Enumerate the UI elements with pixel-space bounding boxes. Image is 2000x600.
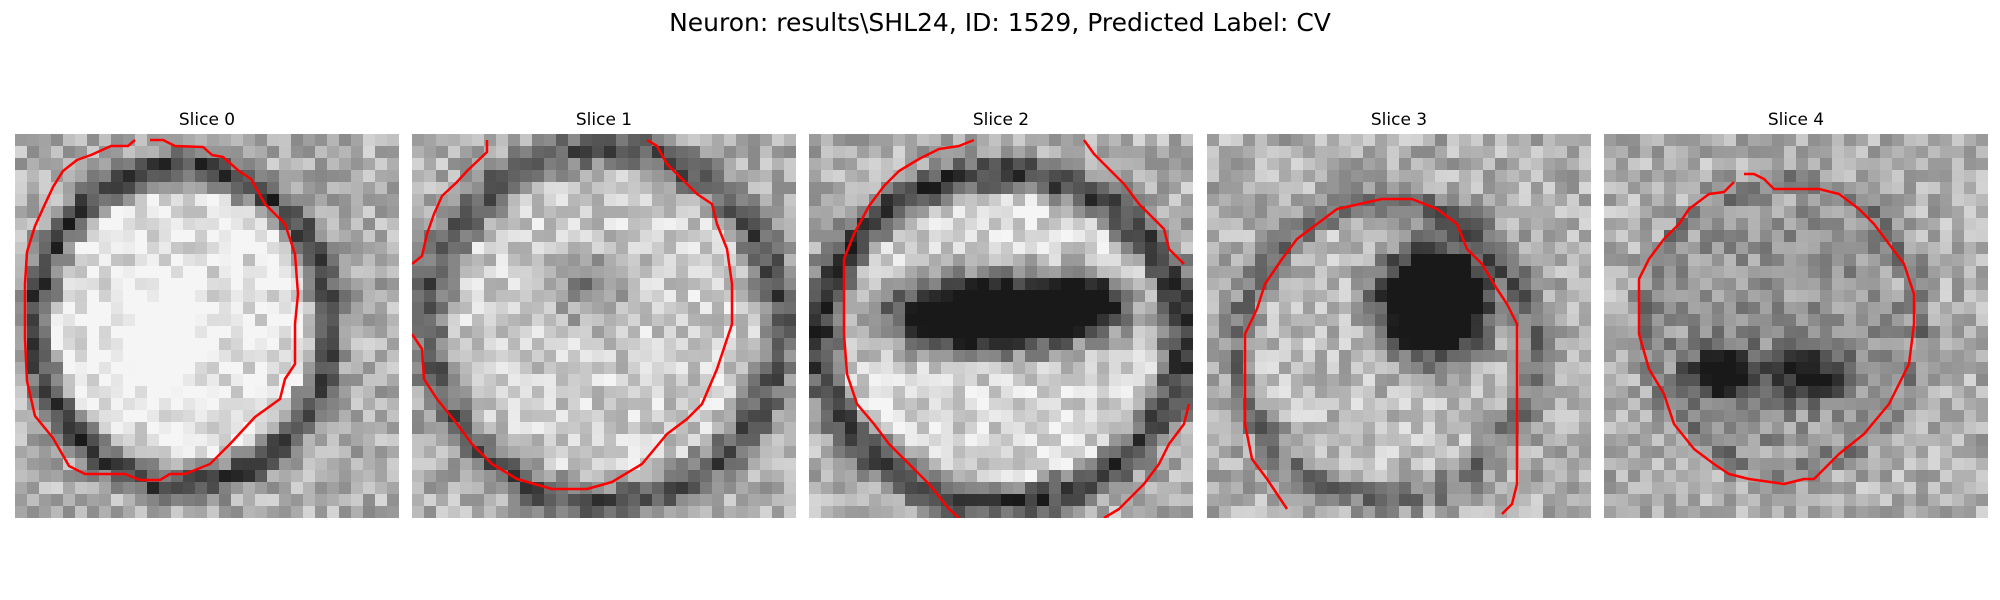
slice-title: Slice 4 (1767, 110, 1825, 130)
slice-title: Slice 0 (178, 110, 236, 130)
slice-title: Slice 2 (972, 110, 1030, 130)
slice-panel-2: Slice 2 (809, 108, 1193, 518)
contour-line (1243, 197, 1519, 515)
contour-line (1103, 403, 1191, 518)
contour-line (412, 140, 489, 265)
slice-panel-4: Slice 4 (1604, 108, 1988, 518)
slice-panel-0: Slice 0 (15, 108, 399, 518)
slice-panel-3: Slice 3 (1207, 108, 1591, 518)
contour-line (1082, 139, 1185, 265)
figure-title: Neuron: results\SHL24, ID: 1529, Predict… (669, 8, 1331, 37)
pixel-grid (412, 134, 796, 518)
pixel-grid (809, 134, 1193, 518)
slice-image (1207, 134, 1591, 518)
slice-image (15, 134, 399, 518)
contour-line (842, 138, 975, 518)
slice-panel-1: Slice 1 (412, 108, 796, 518)
pixel-grid (1207, 134, 1591, 518)
slice-title: Slice 3 (1370, 110, 1428, 130)
slice-image (412, 134, 796, 518)
contour-line (23, 138, 300, 482)
contour-line (412, 138, 734, 491)
contour-line (1637, 172, 1916, 486)
slice-image (809, 134, 1193, 518)
pixel-grid (1604, 134, 1988, 518)
slice-image (1604, 134, 1988, 518)
pixel-grid (15, 134, 399, 518)
slice-title: Slice 1 (575, 110, 633, 130)
